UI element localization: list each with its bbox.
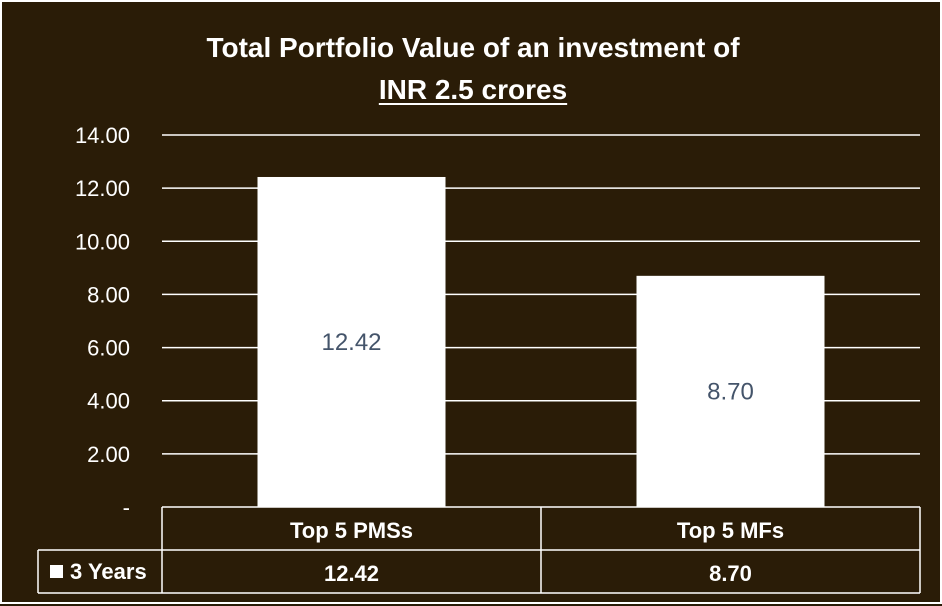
bar — [257, 176, 446, 508]
bar — [636, 275, 825, 507]
legend-label: 3 Years — [70, 559, 147, 584]
table-value: 12.42 — [324, 561, 379, 586]
chart-title-line-1: Total Portfolio Value of an investment o… — [206, 32, 740, 63]
y-tick-label: 2.00 — [87, 442, 130, 467]
category-label: Top 5 PMSs — [290, 518, 413, 543]
y-tick-label: 8.00 — [87, 282, 130, 307]
chart-title-line-2: INR 2.5 crores — [2, 74, 942, 106]
data-label: 8.70 — [707, 378, 754, 405]
y-tick-label: 10.00 — [75, 229, 130, 254]
chart-title-underlined: INR 2.5 crores — [378, 74, 568, 105]
table-value: 8.70 — [709, 561, 752, 586]
y-tick-label: 6.00 — [87, 336, 130, 361]
y-tick-label: 4.00 — [87, 389, 130, 414]
data-label: 12.42 — [321, 329, 381, 356]
y-tick-label: - — [123, 495, 130, 520]
category-label: Top 5 MFs — [677, 518, 784, 543]
y-tick-label: 12.00 — [75, 176, 130, 201]
legend-swatch — [50, 565, 63, 578]
y-tick-label: 14.00 — [75, 123, 130, 148]
